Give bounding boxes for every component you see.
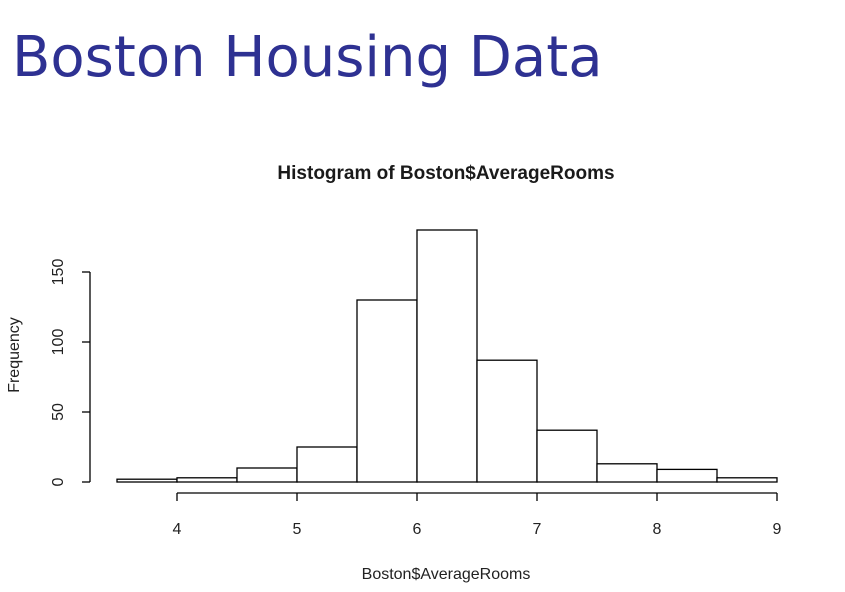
y-tick-label: 150 [50,259,67,286]
histogram-bar [716,477,778,483]
histogram-bar [116,478,178,483]
histogram-bar [596,463,658,483]
histogram-bar [476,359,538,483]
histogram-bars [116,229,778,483]
histogram-bar [296,446,358,483]
histogram-bar [356,299,418,483]
x-tick-label: 4 [173,521,182,538]
y-tick-label: 50 [50,403,67,421]
y-tick-label: 100 [50,329,67,356]
y-tick-label: 0 [50,477,67,486]
histogram-bar [416,229,478,483]
x-axis-label: Boston$AverageRooms [362,566,531,583]
histogram-bar [236,467,298,483]
slide-title: Boston Housing Data [12,25,603,90]
histogram-bar [656,468,718,483]
x-tick-label: 8 [653,521,662,538]
histogram-bar [536,429,598,483]
histogram-bar [176,477,238,483]
x-tick-label: 7 [533,521,542,538]
chart-title: Histogram of Boston$AverageRooms [277,163,614,184]
x-tick-label: 9 [773,521,782,538]
x-axis: 4 5 6 7 8 9 [173,492,782,538]
y-axis-label: Frequency [6,317,23,393]
y-axis: 0 50 100 150 [50,259,91,486]
x-tick-label: 5 [293,521,302,538]
x-tick-label: 6 [413,521,422,538]
